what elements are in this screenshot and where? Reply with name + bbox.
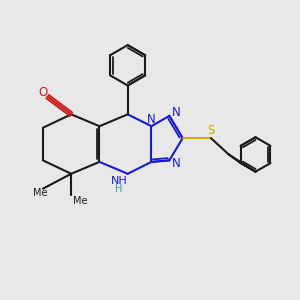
Text: N: N <box>147 113 156 126</box>
Text: Me: Me <box>33 188 47 198</box>
Text: S: S <box>207 124 214 137</box>
Text: N: N <box>172 106 180 119</box>
Text: NH: NH <box>110 176 127 186</box>
Text: H: H <box>115 184 122 194</box>
Text: N: N <box>172 157 180 170</box>
Text: Me: Me <box>73 196 87 206</box>
Text: O: O <box>38 85 48 98</box>
